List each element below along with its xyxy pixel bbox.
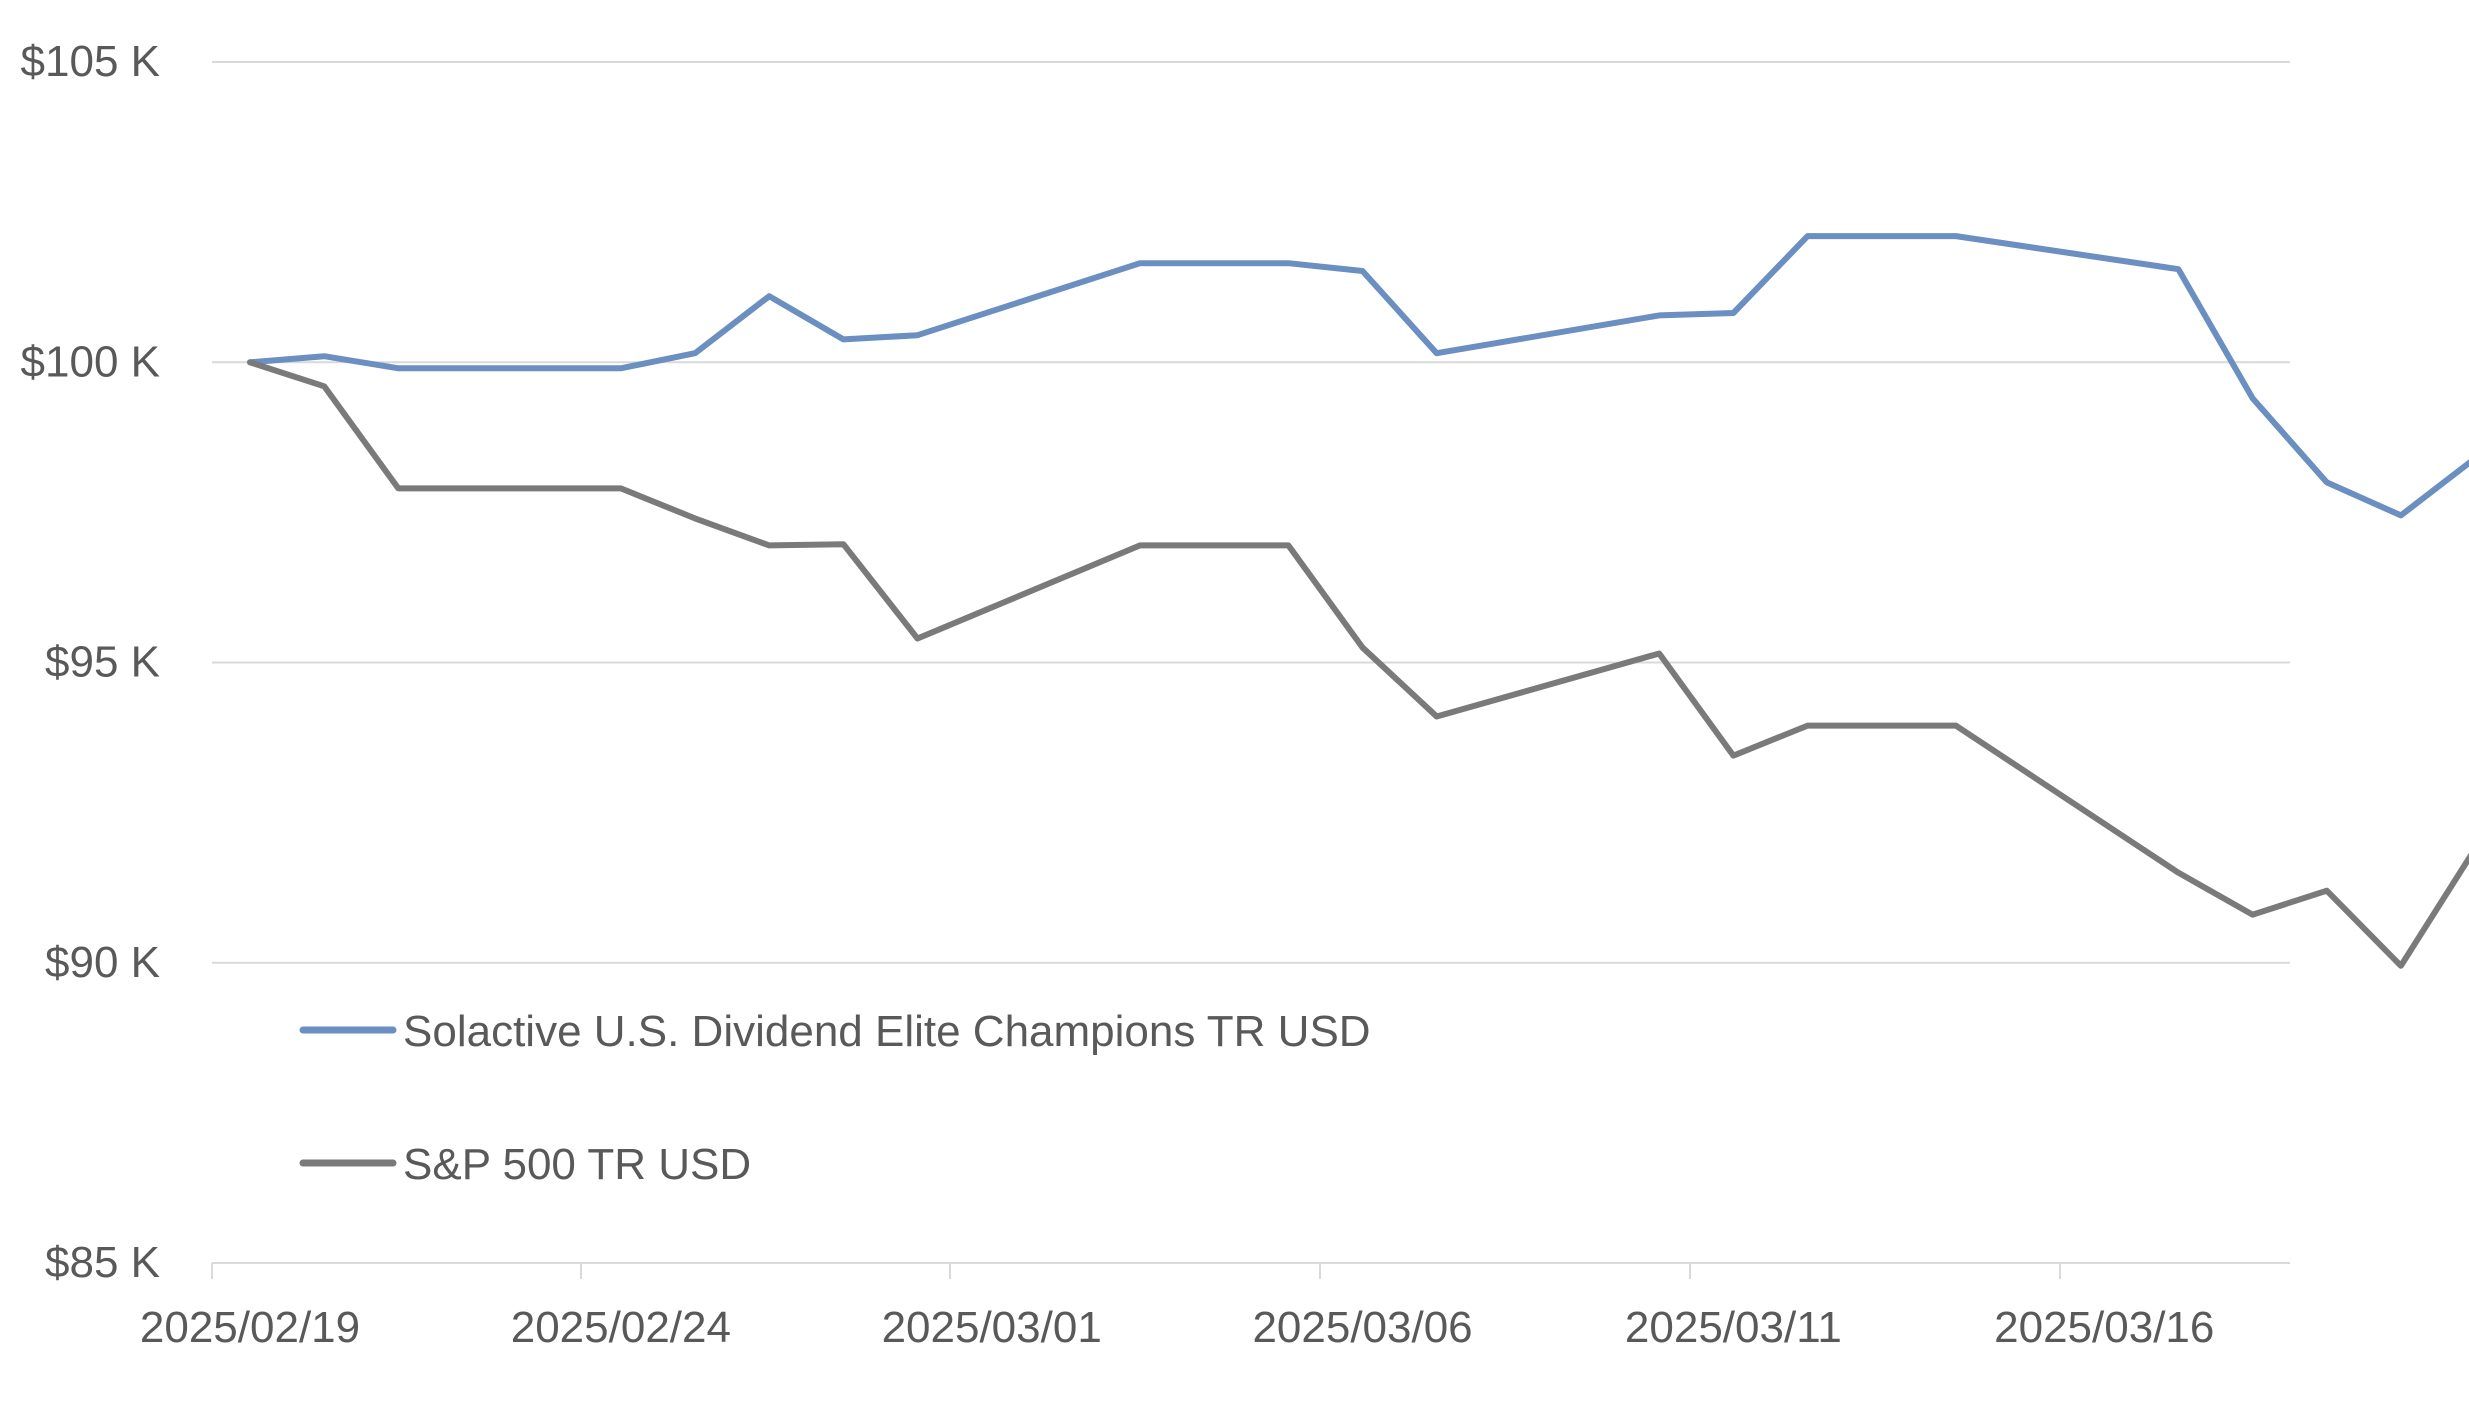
y-tick-label: $85 K (45, 1238, 160, 1287)
series-line-1 (247, 359, 2469, 969)
y-tick-label: $105 K (21, 37, 160, 86)
x-tick-label: 2025/03/01 (882, 1303, 1102, 1352)
x-tick-label: 2025/02/19 (140, 1303, 360, 1352)
axes: $85 K $90 K $95 K $100 K $105 K 2025/02/19 202… (21, 37, 2290, 1352)
legend: Solactive U.S. Dividend Elite Champions … (299, 1007, 1371, 1189)
legend-label: S&P 500 TR USD (403, 1140, 751, 1189)
x-tick-label: 2025/03/16 (1994, 1303, 2214, 1352)
x-tick-label: 2025/03/06 (1252, 1303, 1472, 1352)
series-lines (247, 233, 2469, 969)
x-tick-label: 2025/02/24 (511, 1303, 731, 1352)
y-tick-label: $100 K (21, 337, 160, 386)
series-line-0 (247, 233, 2469, 519)
x-tick-label: 2025/03/11 (1625, 1303, 1842, 1352)
y-tick-label: $90 K (45, 938, 160, 987)
y-tick-label: $95 K (45, 638, 160, 687)
gridlines (212, 61, 2290, 964)
legend-label: Solactive U.S. Dividend Elite Champions … (403, 1007, 1371, 1056)
